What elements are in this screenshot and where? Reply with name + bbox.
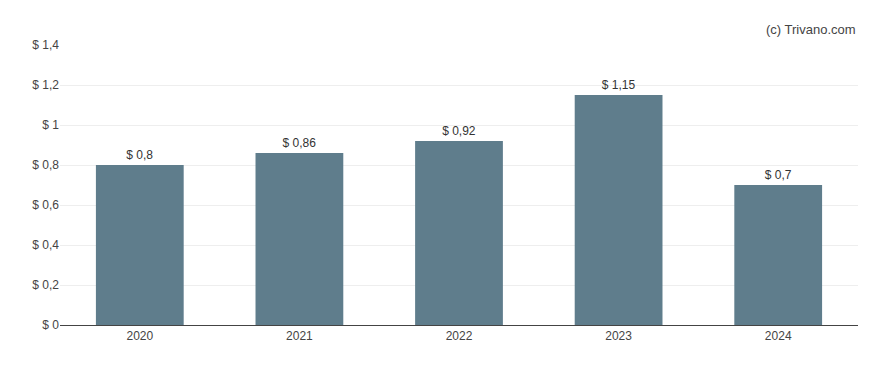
svg-text:$ 0,8: $ 0,8 bbox=[126, 148, 153, 162]
svg-text:$ 0,8: $ 0,8 bbox=[32, 158, 59, 172]
svg-text:$ 0,92: $ 0,92 bbox=[442, 124, 476, 138]
svg-text:$ 0,2: $ 0,2 bbox=[32, 278, 59, 292]
svg-text:$ 1: $ 1 bbox=[42, 118, 59, 132]
svg-text:2024: 2024 bbox=[765, 329, 792, 343]
svg-text:(c) Trivano.com: (c) Trivano.com bbox=[766, 22, 856, 37]
svg-text:$ 0: $ 0 bbox=[42, 318, 59, 332]
svg-text:$ 1,2: $ 1,2 bbox=[32, 78, 59, 92]
svg-text:$ 0,4: $ 0,4 bbox=[32, 238, 59, 252]
svg-text:$ 0,86: $ 0,86 bbox=[283, 136, 317, 150]
svg-text:$ 1,15: $ 1,15 bbox=[602, 78, 636, 92]
svg-text:2020: 2020 bbox=[126, 329, 153, 343]
svg-text:$ 0,6: $ 0,6 bbox=[32, 198, 59, 212]
svg-text:$ 0,7: $ 0,7 bbox=[765, 168, 792, 182]
svg-text:2022: 2022 bbox=[446, 329, 473, 343]
svg-text:2021: 2021 bbox=[286, 329, 313, 343]
svg-text:2023: 2023 bbox=[605, 329, 632, 343]
svg-text:$ 1,4: $ 1,4 bbox=[32, 38, 59, 52]
